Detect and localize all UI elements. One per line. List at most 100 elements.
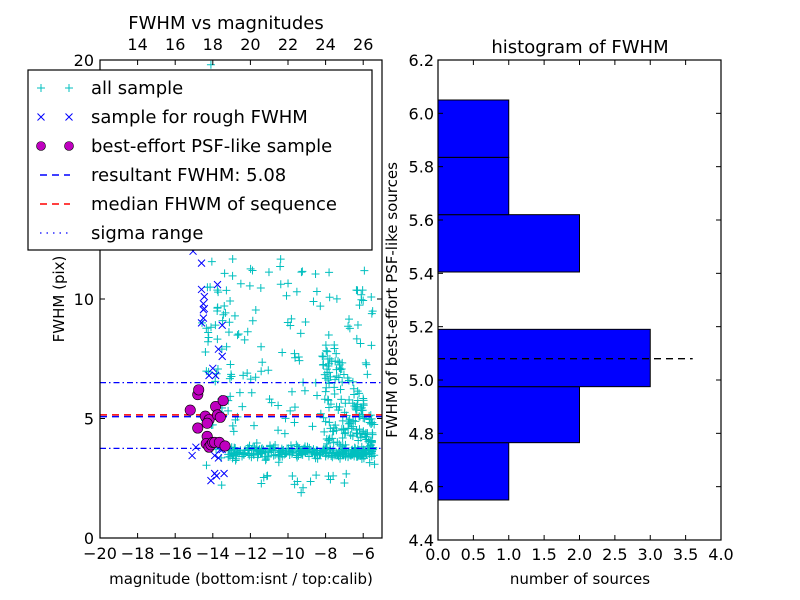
all-sample-point bbox=[359, 445, 368, 454]
all-sample-point bbox=[202, 367, 211, 376]
legend: all sample sample for rough FWHM best-effo… bbox=[27, 69, 373, 251]
histogram-plot: histogram of FWHM 0.0 0.5 1.0 1.5 2.0 2.5 3.0 3… bbox=[383, 37, 734, 588]
all-sample-point bbox=[324, 330, 333, 339]
all-sample-point bbox=[300, 386, 309, 395]
psf-sample-point bbox=[214, 411, 226, 423]
all-sample-point bbox=[344, 322, 353, 331]
all-sample-point bbox=[298, 267, 307, 276]
all-sample-point bbox=[312, 471, 321, 480]
hist-x-tick-label: 0.5 bbox=[461, 545, 486, 564]
rough-sample-point bbox=[199, 299, 208, 308]
all-sample-point bbox=[345, 324, 354, 333]
all-sample-point bbox=[309, 297, 318, 306]
all-sample-point bbox=[325, 354, 334, 363]
psf-sample-point bbox=[219, 440, 231, 452]
all-sample-point bbox=[325, 379, 334, 388]
histogram-bar bbox=[437, 99, 510, 158]
all-sample-point bbox=[232, 450, 241, 459]
all-sample-point bbox=[225, 318, 234, 327]
all-sample-point bbox=[222, 342, 231, 351]
all-sample-point bbox=[265, 395, 274, 404]
all-sample-point bbox=[207, 323, 216, 332]
all-sample-point bbox=[240, 335, 249, 344]
all-sample-point bbox=[297, 268, 306, 277]
all-sample-point bbox=[367, 452, 376, 461]
x-tick-label: −16 bbox=[158, 544, 192, 563]
rough-sample-point bbox=[197, 285, 206, 294]
all-sample-point bbox=[367, 341, 376, 350]
all-sample-point bbox=[246, 375, 255, 384]
all-sample-point bbox=[235, 388, 244, 397]
x-tick-label: −14 bbox=[196, 544, 230, 563]
histogram-bar bbox=[437, 442, 510, 501]
hist-y-tick-label: 4.8 bbox=[409, 424, 434, 443]
all-sample-point bbox=[361, 429, 370, 438]
all-sample-point bbox=[203, 283, 212, 292]
histogram-bar bbox=[437, 156, 510, 216]
all-sample-point bbox=[321, 417, 330, 426]
all-sample-point bbox=[345, 315, 354, 324]
all-sample-point bbox=[300, 442, 309, 451]
all-sample-point bbox=[340, 479, 349, 488]
all-sample-point bbox=[206, 60, 215, 69]
all-sample-point bbox=[234, 329, 243, 338]
all-sample-point bbox=[329, 438, 338, 447]
all-sample-point bbox=[344, 419, 353, 428]
legend-x-marker bbox=[37, 113, 45, 121]
x-tick-label: −20 bbox=[83, 544, 117, 563]
psf-sample-point bbox=[192, 422, 204, 434]
all-sample-point bbox=[331, 421, 340, 430]
all-sample-point bbox=[367, 309, 376, 318]
all-sample-point bbox=[326, 400, 335, 409]
all-sample-point bbox=[308, 422, 317, 431]
rough-sample-point bbox=[199, 314, 208, 322]
all-sample-point bbox=[264, 268, 273, 277]
all-sample-point bbox=[370, 460, 379, 469]
histogram-bar bbox=[437, 386, 580, 444]
all-sample-point bbox=[332, 349, 341, 358]
all-sample-point bbox=[370, 420, 379, 429]
legend-circle-marker bbox=[64, 141, 74, 151]
legend-x-marker bbox=[65, 113, 73, 121]
all-sample-point bbox=[330, 344, 339, 353]
legend-entry: all sample bbox=[37, 78, 183, 99]
all-sample-point bbox=[246, 264, 255, 273]
all-sample-point bbox=[355, 301, 364, 310]
all-sample-point bbox=[238, 402, 247, 411]
histogram-bar bbox=[437, 214, 580, 273]
all-sample-point bbox=[220, 269, 229, 278]
top-x-tick-label: 20 bbox=[240, 35, 260, 54]
all-sample-point bbox=[316, 450, 325, 459]
rough-sample-point bbox=[212, 472, 221, 480]
y-tick-label: 10 bbox=[74, 290, 94, 309]
all-sample-point bbox=[367, 438, 376, 447]
legend-circle-marker bbox=[36, 141, 46, 151]
all-sample-point bbox=[245, 451, 254, 460]
all-sample-point bbox=[355, 425, 364, 434]
all-sample-point bbox=[312, 287, 321, 296]
all-sample-point bbox=[334, 373, 343, 382]
hist-x-tick-label: 3.0 bbox=[638, 545, 663, 564]
all-sample-point bbox=[345, 395, 354, 404]
all-sample-point bbox=[291, 353, 300, 362]
all-sample-point bbox=[311, 269, 320, 278]
all-sample-point bbox=[286, 406, 295, 415]
legend-entry: best-effort PSF-like sample bbox=[36, 136, 332, 157]
scatter-plot: FWHM vs magnitudes −20 −18 −16 −14 −12 −10 −8−… bbox=[27, 13, 383, 588]
all-sample-point bbox=[353, 321, 362, 330]
legend-entry: median FHWM of sequence bbox=[40, 194, 337, 215]
legend-label: all sample bbox=[91, 78, 183, 99]
all-sample-point bbox=[264, 366, 273, 375]
top-x-tick-label: 26 bbox=[353, 35, 373, 54]
all-sample-point bbox=[236, 279, 245, 288]
all-sample-point bbox=[332, 294, 341, 303]
all-sample-point bbox=[338, 433, 347, 442]
y-tick-label: 5 bbox=[84, 410, 94, 429]
all-sample-point bbox=[332, 426, 341, 435]
rough-sample-point bbox=[205, 371, 213, 380]
top-x-tick-label: 18 bbox=[203, 35, 223, 54]
all-sample-point bbox=[282, 291, 291, 300]
all-sample-point bbox=[325, 368, 334, 377]
all-sample-point bbox=[361, 358, 370, 367]
all-sample-point bbox=[337, 395, 346, 404]
